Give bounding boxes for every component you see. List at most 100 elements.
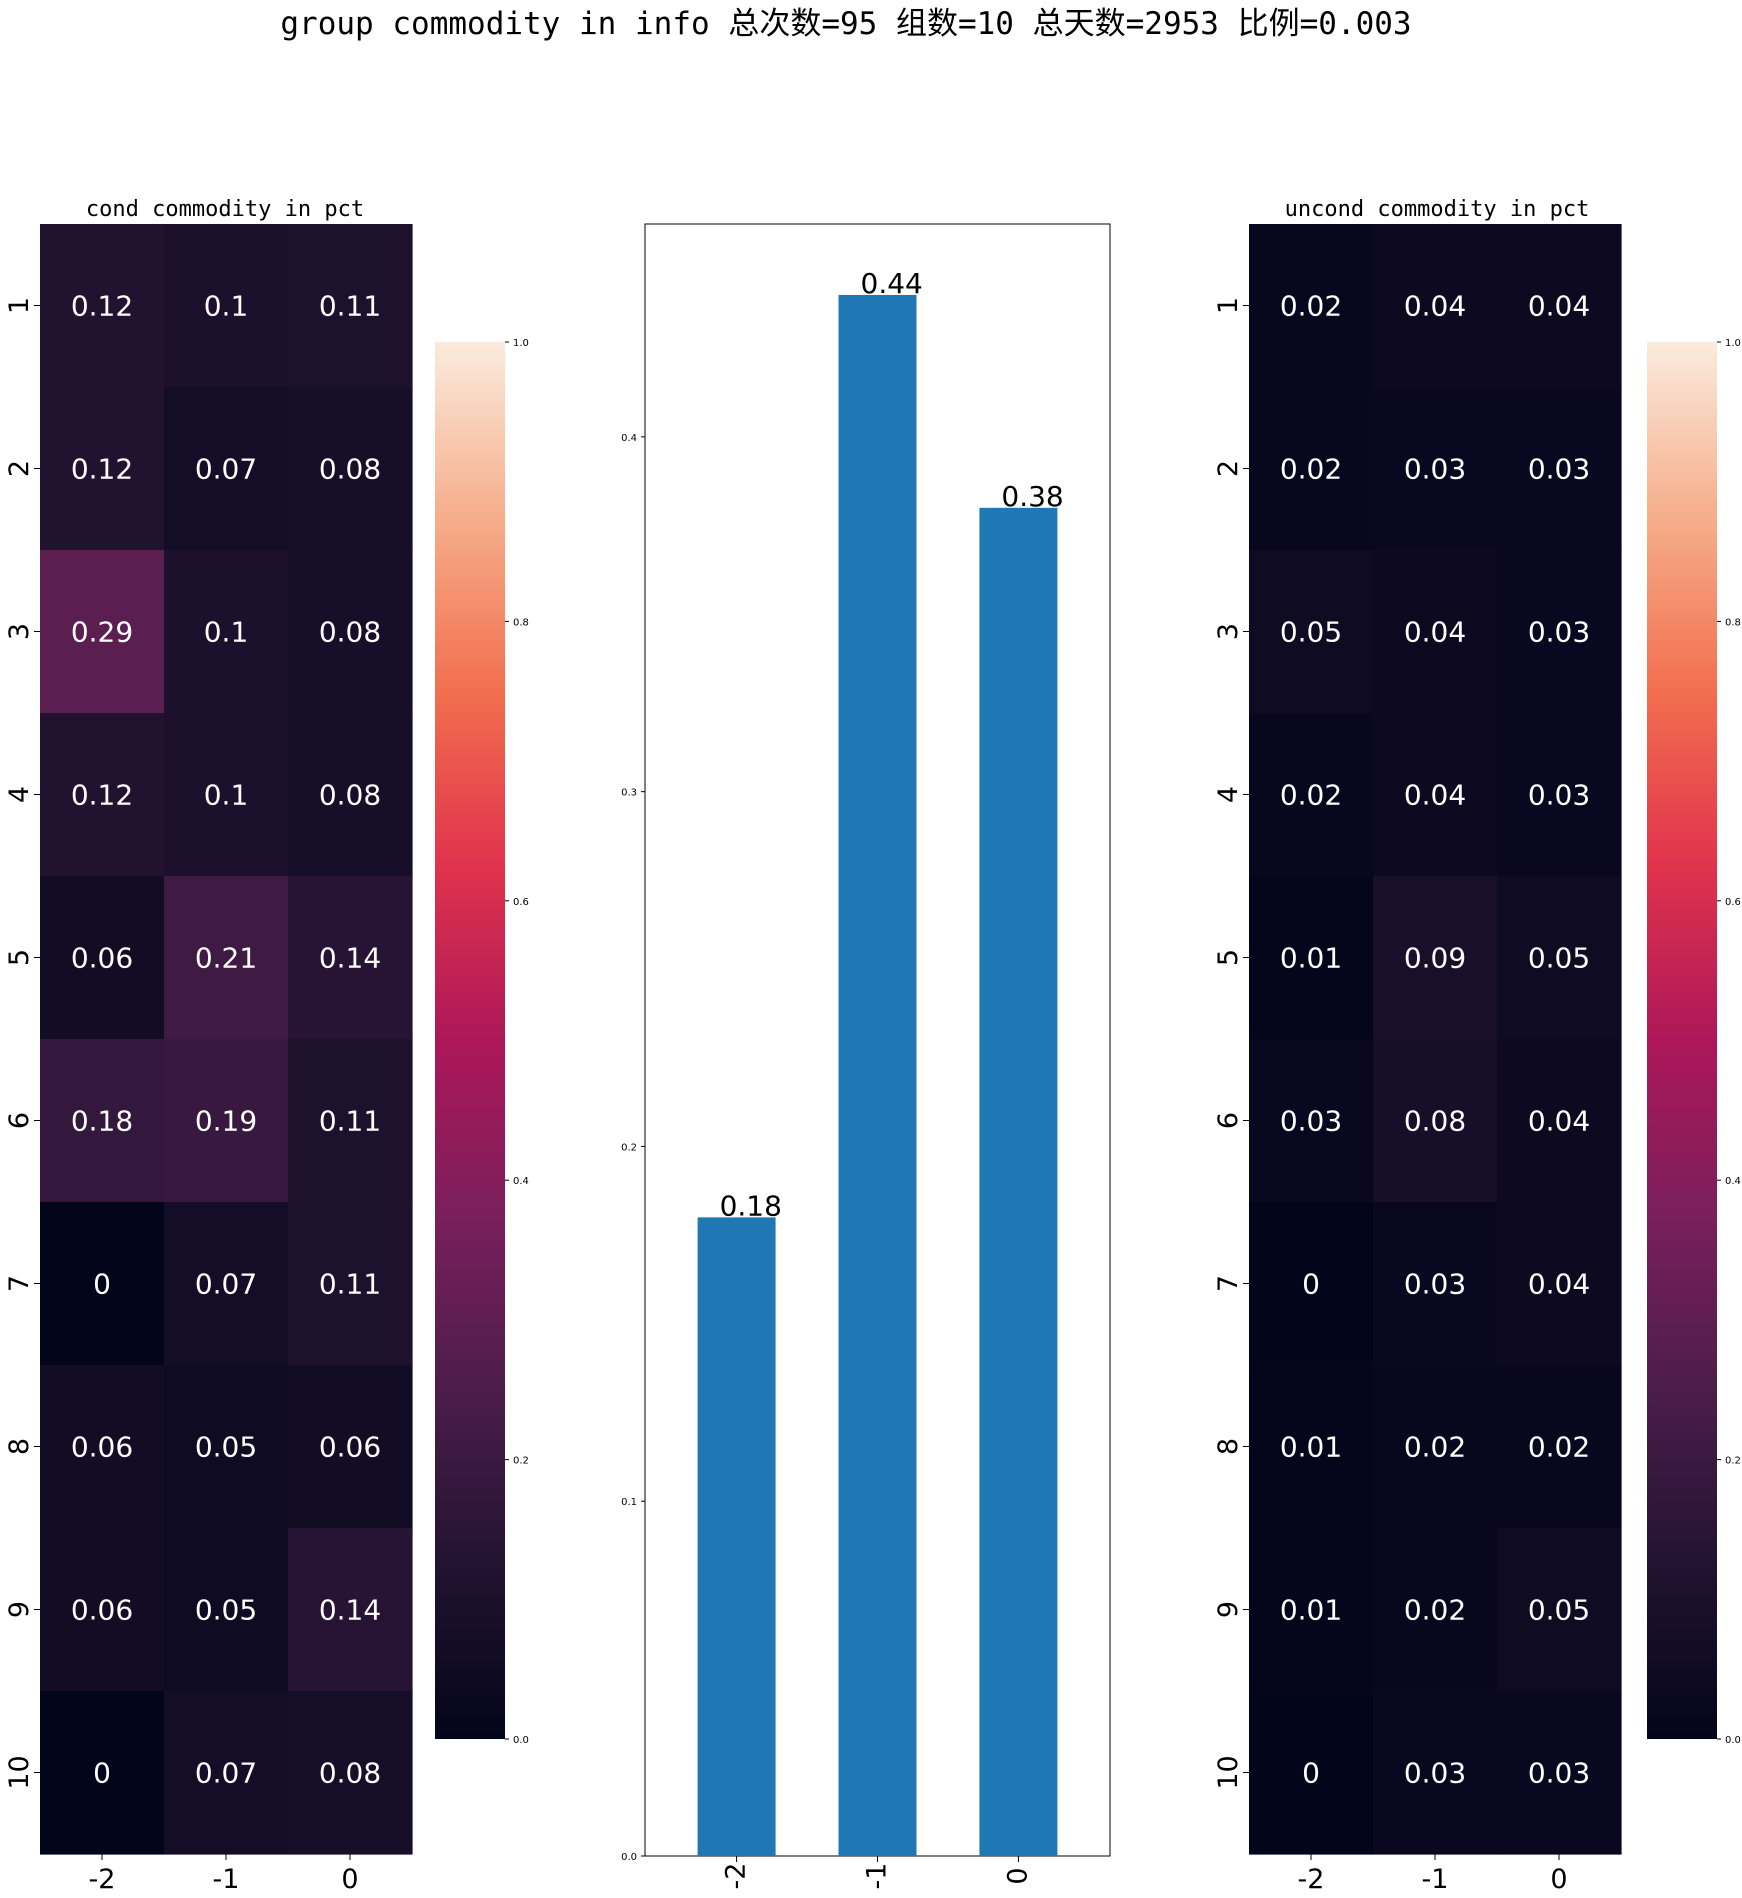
- uncond-heatmap-cell: [1373, 1039, 1498, 1203]
- cond-heatmap-cell: [164, 387, 289, 551]
- cond-heatmap-cell: [164, 1202, 289, 1366]
- cond-heatmap-cell-label: 0.06: [319, 1431, 381, 1464]
- cond-heatmap-cell-label: 0.07: [195, 1268, 257, 1301]
- uncond-heatmap-cell: [1249, 1528, 1374, 1692]
- uncond-heatmap-cell-label: 0.01: [1280, 1431, 1342, 1464]
- cond-heatmap-cell: [288, 387, 413, 551]
- uncond-heatmap-cell: [1373, 224, 1498, 388]
- cond-heatmap-cell: [40, 550, 165, 714]
- cond-colorbar-tick-label: 0.8: [513, 617, 529, 628]
- cond-heatmap-cell: [40, 224, 165, 388]
- uncond-heatmap-cell-label: 0.03: [1528, 453, 1590, 486]
- uncond-heatmap-cell: [1497, 1691, 1622, 1855]
- cond-heatmap-cell-label: 0: [93, 1757, 111, 1790]
- uncond-heatmap-cell: [1373, 1202, 1498, 1366]
- cond-heatmap-cell: [288, 224, 413, 388]
- cond-heatmap-cell: [40, 1365, 165, 1529]
- uncond-heatmap-y-tick-label: 8: [1213, 1438, 1244, 1455]
- uncond-colorbar-tick-label: 0.8: [1725, 617, 1741, 628]
- cond-heatmap-y-ticks: 1 2 3 4 5 6 7 8 9 10: [4, 297, 40, 1790]
- cond-heatmap-cell-label: 0.07: [195, 1757, 257, 1790]
- uncond-heatmap-cell: [1373, 1528, 1498, 1692]
- bar-chart-x-tick-label: 0: [1002, 1867, 1033, 1884]
- uncond-heatmap-cell: [1497, 1528, 1622, 1692]
- cond-heatmap-cell-label: 0.06: [71, 1431, 133, 1464]
- uncond-heatmap-cell-label: 0.03: [1404, 1757, 1466, 1790]
- cond-heatmap-cell-label: 0.07: [195, 453, 257, 486]
- bar-chart-y-tick-label: 0.1: [621, 1497, 637, 1508]
- uncond-heatmap-cell-label: 0.02: [1404, 1431, 1466, 1464]
- cond-heatmap-cell-label: 0.14: [319, 942, 381, 975]
- cond-colorbar-ticks: 0.0 0.2 0.4 0.6 0.8 1.0: [505, 338, 529, 1746]
- cond-heatmap-y-tick-label: 7: [4, 1275, 35, 1292]
- cond-heatmap-cell-label: 0.08: [319, 453, 381, 486]
- cond-heatmap-cell: [288, 550, 413, 714]
- uncond-heatmap-cell-label: 0.03: [1404, 453, 1466, 486]
- bar-chart-x-tick-label: -1: [862, 1863, 893, 1890]
- cond-heatmap-cell-label: 0.14: [319, 1594, 381, 1627]
- cond-heatmap-cell-label: 0.1: [204, 616, 249, 649]
- cond-heatmap-cell: [164, 1365, 289, 1529]
- cond-colorbar-tick-label: 1.0: [513, 338, 529, 349]
- cond-heatmap-cell: [164, 1528, 289, 1692]
- bar-chart-bar: [697, 1217, 776, 1856]
- uncond-heatmap-cell: [1249, 876, 1374, 1040]
- bar-chart-y-tick-label: 0.4: [621, 433, 637, 444]
- uncond-heatmap-cell-label: 0.02: [1404, 1594, 1466, 1627]
- uncond-heatmap-cell: [1249, 713, 1374, 877]
- uncond-colorbar-gradient: [1647, 342, 1717, 1739]
- cond-heatmap-y-tick-label: 8: [4, 1438, 35, 1455]
- cond-heatmap-cell-label: 0.06: [71, 942, 133, 975]
- uncond-heatmap-x-ticks: -2 -1 0: [1298, 1854, 1568, 1895]
- uncond-heatmap-cell-label: 0.01: [1280, 942, 1342, 975]
- bar-chart-bars: 0.18 0.44 0.38: [697, 267, 1064, 1857]
- uncond-heatmap-cell-label: 0.02: [1280, 779, 1342, 812]
- uncond-heatmap-cell: [1249, 1202, 1374, 1366]
- uncond-heatmap-cell-label: 0.04: [1528, 1268, 1590, 1301]
- uncond-heatmap-cell-label: 0.05: [1528, 942, 1590, 975]
- cond-heatmap-y-tick-label: 5: [4, 949, 35, 966]
- uncond-heatmap-cell: [1249, 1039, 1374, 1203]
- uncond-heatmap-cell-label: 0.02: [1280, 290, 1342, 323]
- cond-heatmap-cell: [164, 1039, 289, 1203]
- bar-chart-panel: 0.18 0.44 0.38 0.0 0.1 0.2 0.3 0.4 -2 -1 0: [621, 223, 1111, 1890]
- uncond-heatmap-cell-label: 0.04: [1528, 1105, 1590, 1138]
- uncond-heatmap-title: uncond commodity in pct: [1285, 197, 1590, 222]
- cond-heatmap-cell-label: 0.11: [319, 1268, 381, 1301]
- bar-chart-x-ticks: -2 -1 0: [721, 1856, 1033, 1890]
- uncond-heatmap-cell-label: 0.04: [1528, 290, 1590, 323]
- cond-heatmap-cell-label: 0.18: [71, 1105, 133, 1138]
- uncond-heatmap-cell: [1497, 876, 1622, 1040]
- cond-heatmap-cell-label: 0.21: [195, 942, 257, 975]
- uncond-heatmap-cell-label: 0: [1302, 1268, 1320, 1301]
- bar-chart-x-tick-label: -2: [721, 1863, 752, 1890]
- cond-heatmap-cell: [40, 1528, 165, 1692]
- cond-heatmap-y-tick-label: 6: [4, 1112, 35, 1129]
- uncond-heatmap-y-tick-label: 1: [1213, 297, 1244, 314]
- uncond-heatmap-y-tick-label: 6: [1213, 1112, 1244, 1129]
- uncond-heatmap-y-tick-label: 3: [1213, 623, 1244, 640]
- cond-heatmap-cell: [288, 713, 413, 877]
- uncond-heatmap-cell-label: 0.03: [1528, 616, 1590, 649]
- cond-colorbar-tick-label: 0.0: [513, 1735, 529, 1746]
- cond-heatmap-cell: [288, 1365, 413, 1529]
- bar-chart-value-label: 0.44: [861, 267, 923, 300]
- uncond-heatmap-cell-label: 0.03: [1404, 1268, 1466, 1301]
- uncond-heatmap-x-tick-label: -2: [1298, 1864, 1325, 1895]
- cond-heatmap-cell: [164, 550, 289, 714]
- bar-chart-value-label: 0.38: [1001, 480, 1063, 513]
- bar-chart-y-tick-label: 0.3: [621, 788, 637, 799]
- uncond-heatmap-cell: [1373, 713, 1498, 877]
- cond-heatmap-cell: [288, 1528, 413, 1692]
- cond-colorbar-tick-label: 0.2: [513, 1456, 529, 1467]
- bar-chart-bar: [838, 294, 917, 1856]
- cond-heatmap-cell: [40, 1691, 165, 1855]
- cond-heatmap-cell: [288, 1691, 413, 1855]
- cond-heatmap-cell-label: 0.11: [319, 1105, 381, 1138]
- cond-heatmap-cell-label: 0.05: [195, 1594, 257, 1627]
- figure-suptitle: group commodity in info 总次数=95 组数=10 总天数…: [280, 6, 1411, 42]
- cond-heatmap-cell-label: 0.1: [204, 779, 249, 812]
- cond-heatmap-x-tick-label: -2: [89, 1864, 116, 1895]
- uncond-heatmap-cell-label: 0.03: [1528, 1757, 1590, 1790]
- cond-heatmap-y-tick-label: 3: [4, 623, 35, 640]
